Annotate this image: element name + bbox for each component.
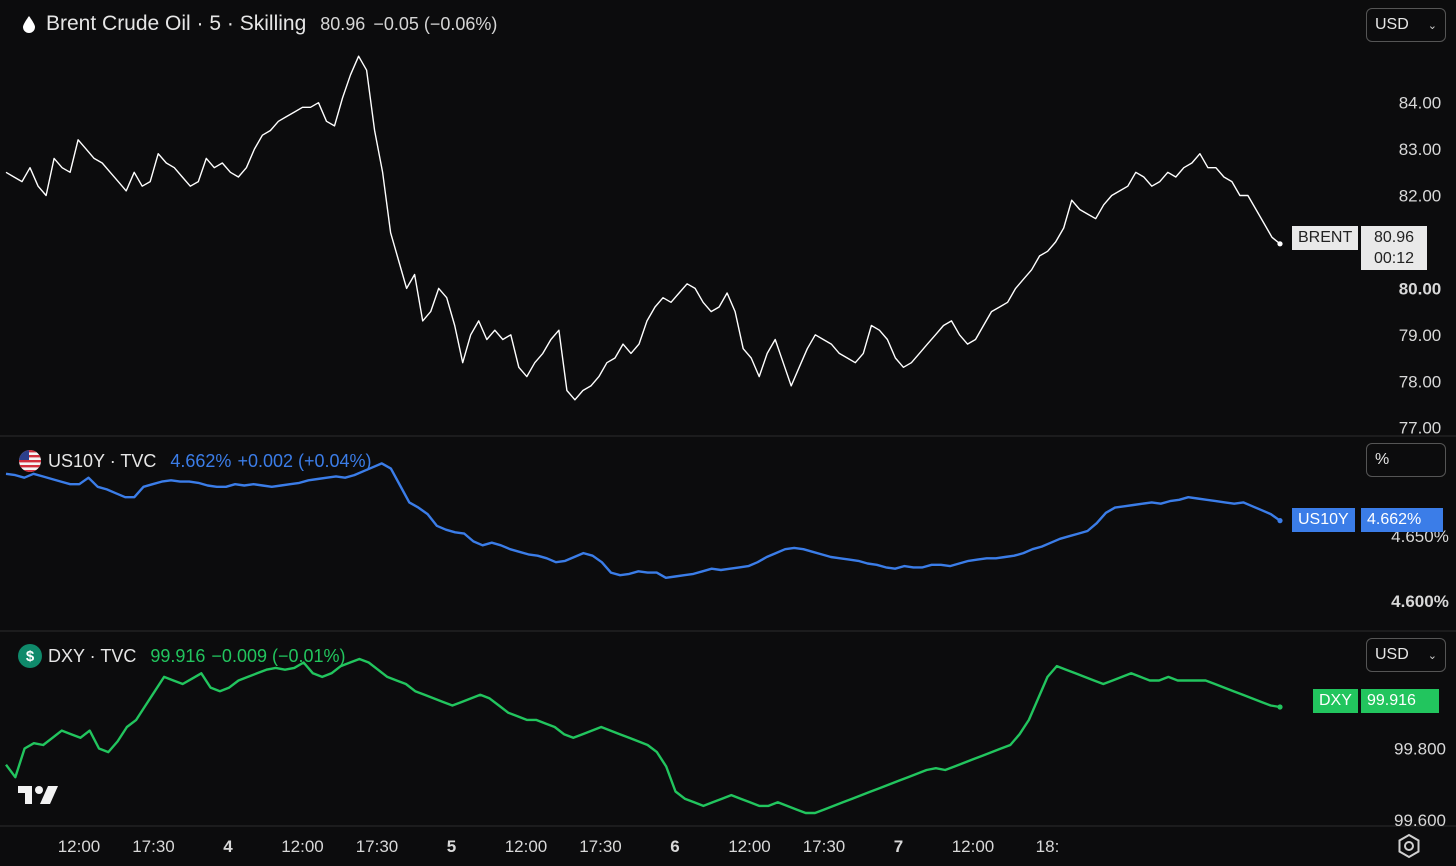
dxy-change: −0.009 (−0.01%) bbox=[211, 645, 346, 666]
us10y-change: +0.002 (+0.04%) bbox=[237, 450, 372, 471]
us-flag-icon bbox=[18, 449, 42, 473]
chevron-down-icon: ⌄ bbox=[1427, 649, 1437, 662]
drop-icon bbox=[18, 13, 40, 35]
brent-y-tick: 83.00 bbox=[1399, 140, 1442, 159]
us10y-legend: US10Y · TVC 4.662% +0.002 (+0.04%) bbox=[18, 449, 372, 473]
dxy-symbol-tag: DXY bbox=[1313, 689, 1358, 713]
x-axis-tick: 17:30 bbox=[803, 837, 846, 856]
brent-currency-value: USD bbox=[1375, 16, 1409, 33]
us10y-last: 4.662% bbox=[170, 450, 232, 471]
us10y-symbol-tag: US10Y bbox=[1292, 508, 1355, 532]
x-axis-tick: 4 bbox=[223, 837, 233, 856]
x-axis-tick: 12:00 bbox=[281, 837, 324, 856]
dxy-last: 99.916 bbox=[150, 645, 206, 666]
brent-y-tick: 82.00 bbox=[1399, 187, 1442, 206]
brent-y-tick: 84.00 bbox=[1399, 94, 1442, 113]
dxy-price-tag: 99.916 bbox=[1361, 689, 1439, 713]
dollar-icon: $ bbox=[18, 644, 42, 668]
dxy-last-point bbox=[1277, 704, 1283, 710]
settings-gear-icon[interactable] bbox=[1396, 833, 1422, 859]
brent-last: 80.96 bbox=[320, 13, 366, 34]
x-axis-tick: 5 bbox=[447, 837, 456, 856]
us10y-unit-select[interactable]: % bbox=[1366, 443, 1446, 477]
x-axis-tick: 12:00 bbox=[728, 837, 771, 856]
dxy-y-tick: 99.800 bbox=[1394, 740, 1446, 759]
x-axis-tick: 17:30 bbox=[132, 837, 175, 856]
brent-symbol-tag: BRENT bbox=[1292, 226, 1359, 250]
x-axis-tick: 12:00 bbox=[505, 837, 548, 856]
tradingview-logo[interactable] bbox=[18, 784, 64, 811]
brent-currency-select[interactable]: USD ⌄ bbox=[1366, 8, 1446, 42]
chevron-down-icon: ⌄ bbox=[1427, 19, 1437, 32]
brent-series-line bbox=[5, 55, 1281, 401]
us10y-price-tag: 4.662% bbox=[1361, 508, 1443, 532]
x-axis-tick: 18: bbox=[1036, 837, 1060, 856]
dxy-title: DXY · TVC bbox=[48, 645, 137, 666]
brent-countdown: 00:12 bbox=[1373, 250, 1415, 267]
brent-title: Brent Crude Oil · 5 · Skilling bbox=[46, 12, 307, 35]
dxy-y-tick: 99.600 bbox=[1394, 811, 1446, 830]
dxy-series-line bbox=[5, 657, 1281, 815]
dxy-currency-value: USD bbox=[1375, 646, 1409, 663]
x-axis-tick: 6 bbox=[670, 837, 679, 856]
dxy-currency-select[interactable]: USD ⌄ bbox=[1366, 638, 1446, 672]
brent-change: −0.05 (−0.06%) bbox=[373, 13, 498, 34]
x-axis-tick: 17:30 bbox=[579, 837, 622, 856]
x-axis-tick: 7 bbox=[894, 837, 903, 856]
brent-y-tick: 80.00 bbox=[1399, 279, 1442, 298]
us10y-y-tick: 4.600% bbox=[1391, 592, 1449, 611]
dxy-legend: $ DXY · TVC 99.916 −0.009 (−0.01%) bbox=[18, 644, 346, 668]
us10y-title: US10Y · TVC bbox=[48, 450, 157, 471]
brent-price-tag: 80.96 00:12 bbox=[1361, 226, 1427, 270]
brent-last-point bbox=[1277, 241, 1283, 247]
x-axis-tick: 12:00 bbox=[58, 837, 101, 856]
x-axis-tick: 12:00 bbox=[952, 837, 995, 856]
brent-price-tag-value: 80.96 bbox=[1373, 229, 1415, 246]
brent-y-tick: 79.00 bbox=[1399, 326, 1442, 345]
brent-y-tick: 78.00 bbox=[1399, 372, 1442, 391]
us10y-series-line bbox=[5, 462, 1281, 579]
us10y-last-point bbox=[1277, 518, 1283, 524]
x-axis-tick: 17:30 bbox=[356, 837, 399, 856]
brent-y-tick: 77.00 bbox=[1399, 419, 1442, 438]
us10y-unit-value: % bbox=[1375, 451, 1390, 468]
brent-legend: Brent Crude Oil · 5 · Skilling 80.96 −0.… bbox=[18, 12, 497, 36]
